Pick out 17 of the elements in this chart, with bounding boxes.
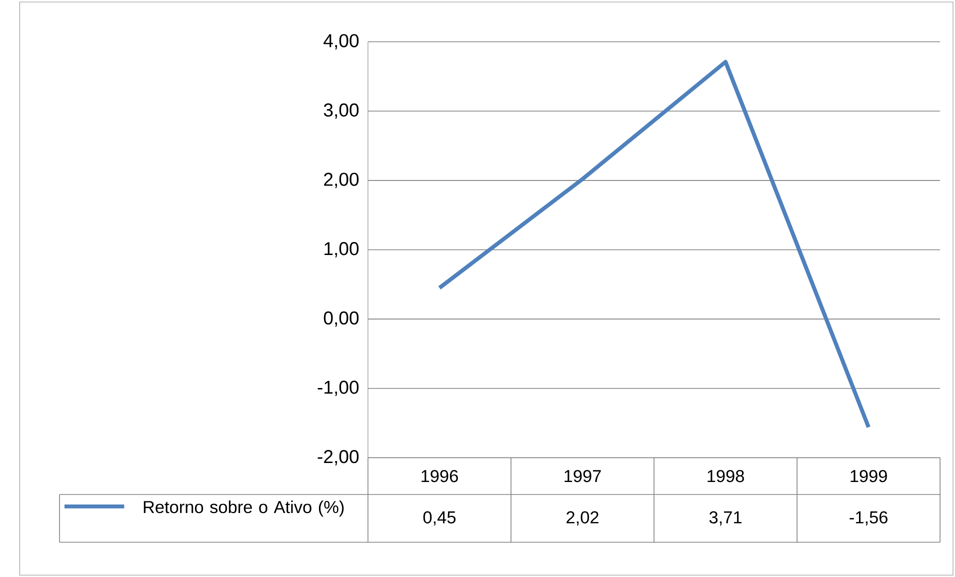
data-label: 0,45	[423, 511, 456, 526]
y-tick-label: 4,00	[324, 34, 359, 50]
x-tick-label: 1996	[422, 470, 458, 482]
y-tick-label: 0,00	[324, 311, 359, 327]
line-series	[437, 60, 871, 430]
x-tick-label: 1999	[850, 470, 887, 482]
legend-label: Retorno sobre o Ativo (%)	[144, 500, 344, 517]
data-label: -1,56	[850, 511, 888, 526]
y-tick-label: 3,00	[324, 103, 359, 119]
y-tick-label: -1,00	[318, 380, 359, 396]
y-tick-label: -2,00	[318, 450, 359, 466]
x-tick-label: 1998	[708, 470, 744, 482]
y-tick-label: 2,00	[324, 172, 359, 188]
data-label: 2,02	[566, 511, 598, 526]
y-tick-label: 1,00	[324, 242, 359, 258]
x-tick-label: 1997	[564, 470, 601, 482]
data-label: 3,71	[709, 511, 742, 526]
